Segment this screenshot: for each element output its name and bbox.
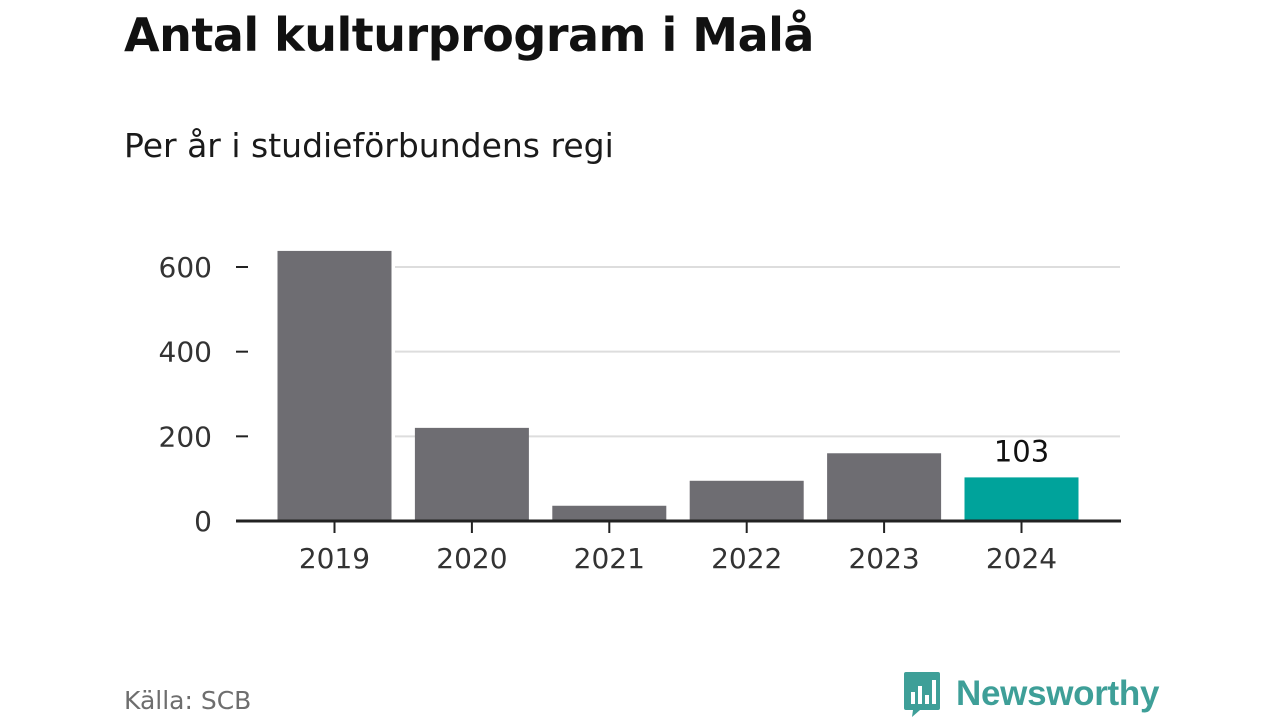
bar-2019 xyxy=(277,250,392,521)
chart-subtitle: Per år i studieförbundens regi xyxy=(124,126,614,165)
y-tick-label: 0 xyxy=(194,505,212,538)
y-tick-label: 200 xyxy=(159,420,212,453)
bar-2023 xyxy=(827,453,942,521)
bar-chart-speech-bubble-icon xyxy=(904,672,940,717)
x-tick-label: 2022 xyxy=(711,542,782,575)
bar-2021 xyxy=(552,505,667,521)
bar-2022 xyxy=(689,480,804,521)
data-label: 103 xyxy=(994,434,1049,468)
y-tick-label: 600 xyxy=(159,251,212,284)
bar-2024 xyxy=(964,477,1079,521)
chart-title: Antal kulturprogram i Malå xyxy=(124,8,814,62)
y-axis-ticks: 0 200 400 600 xyxy=(159,251,248,538)
data-labels: 103 xyxy=(994,434,1049,468)
brand-logo: Newsworthy xyxy=(902,670,1159,718)
brand-name: Newsworthy xyxy=(956,674,1160,713)
x-axis-ticks: 2019 2020 2021 2022 2023 2024 xyxy=(299,521,1057,575)
x-tick-label: 2023 xyxy=(848,542,919,575)
bars xyxy=(277,250,1079,521)
x-tick-label: 2019 xyxy=(299,542,370,575)
bar-chart: 0 200 400 600 2019 2020 2021 2022 2023 2024 103 xyxy=(159,250,1121,575)
grid-lines xyxy=(395,266,1120,438)
source-note: Källa: SCB xyxy=(124,686,252,715)
x-tick-label: 2020 xyxy=(436,542,507,575)
x-tick-label: 2024 xyxy=(986,542,1057,575)
y-tick-label: 400 xyxy=(159,336,212,369)
bar-2020 xyxy=(414,427,529,521)
x-tick-label: 2021 xyxy=(574,542,645,575)
